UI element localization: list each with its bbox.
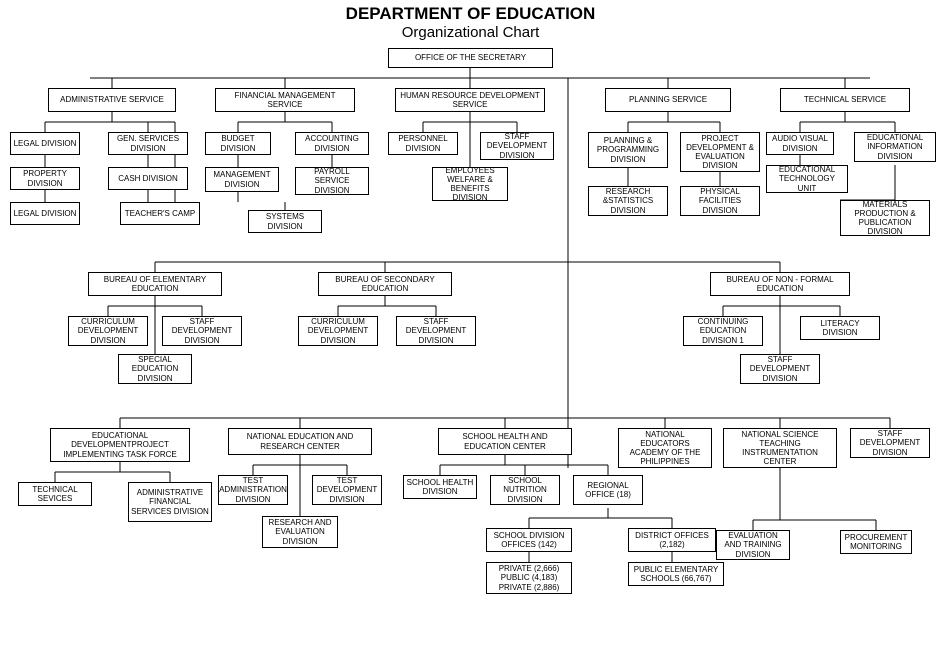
educational-tech: EDUCATIONAL TECHNOLOGY UNIT	[766, 165, 848, 193]
bureau-elementary: BUREAU OF ELEMENTARY EDUCATION	[88, 272, 222, 296]
continuing-education: CONTINUING EDUCATION DIVISION 1	[683, 316, 763, 346]
payroll-division: PAYROLL SERVICE DIVISION	[295, 167, 369, 195]
school-health-center: SCHOOL HEALTH AND EDUCATION CENTER	[438, 428, 572, 455]
materials-prod: MATERIALS PRODUCTION & PUBLICATION DIVIS…	[840, 200, 930, 236]
gen-services: GEN. SERVICES DIVISION	[108, 132, 188, 155]
staff-dev-5: STAFF DEVELOPMENT DIVISION	[850, 428, 930, 458]
research-statistics: RESEARCH &STATISTICS DIVISION	[588, 186, 668, 216]
technical-service: TECHNICAL SERVICE	[780, 88, 910, 112]
district-offices: DISTRICT OFFICES (2,182)	[628, 528, 716, 552]
special-education: SPECIAL EDUCATION DIVISION	[118, 354, 192, 384]
staff-dev-3: STAFF DEVELOPMENT DIVISION	[396, 316, 476, 346]
audio-visual: AUDIO VISUAL DIVISION	[766, 132, 834, 155]
employees-welfare: EMPLOYEES WELFARE & BENEFITS DIVISION	[432, 167, 508, 201]
test-admin: TEST ADMINISTRATION DIVISION	[218, 475, 288, 505]
property-division: PROPERTY DIVISION	[10, 167, 80, 190]
cash-division: CASH DIVISION	[108, 167, 188, 190]
test-dev: TEST DEVELOPMENT DIVISION	[312, 475, 382, 505]
physical-facilities: PHYSICAL FACILITIES DIVISION	[680, 186, 760, 216]
accounting-division: ACCOUNTING DIVISION	[295, 132, 369, 155]
admin-service: ADMINISTRATIVE SERVICE	[48, 88, 176, 112]
literacy-division: LITERACY DIVISION	[800, 316, 880, 340]
educational-info: EDUCATIONAL INFORMATION DIVISION	[854, 132, 936, 162]
research-eval: RESEARCH AND EVALUATION DIVISION	[262, 516, 338, 548]
nat-edu-research: NATIONAL EDUCATION AND RESEARCH CENTER	[228, 428, 372, 455]
title-line1: DEPARTMENT OF EDUCATION	[0, 4, 941, 24]
school-nutrition: SCHOOL NUTRITION DIVISION	[490, 475, 560, 505]
curriculum-dev-2: CURRICULUM DEVELOPMENT DIVISION	[298, 316, 378, 346]
bureau-nonformal: BUREAU OF NON - FORMAL EDUCATION	[710, 272, 850, 296]
office-of-secretary: OFFICE OF THE SECRETARY	[388, 48, 553, 68]
technical-services-2: TECHNICAL SEVICES	[18, 482, 92, 506]
edu-dev-project: EDUCATIONAL DEVELOPMENTPROJECT IMPLEMENT…	[50, 428, 190, 462]
management-division: MANAGEMENT DIVISION	[205, 167, 279, 192]
bureau-secondary: BUREAU OF SECONDARY EDUCATION	[318, 272, 452, 296]
planning-programming: PLANNING & PROGRAMMING DIVISION	[588, 132, 668, 168]
staff-dev-1: STAFF DEVELOPMENT DIVISION	[480, 132, 554, 160]
school-health-division: SCHOOL HEALTH DIVISION	[403, 475, 477, 499]
staff-dev-4: STAFF DEVELOPMENT DIVISION	[740, 354, 820, 384]
staff-dev-2: STAFF DEVELOPMENT DIVISION	[162, 316, 242, 346]
project-dev-eval: PROJECT DEVELOPMENT & EVALUATION DIVISIO…	[680, 132, 760, 172]
eval-training: EVALUATION AND TRAINING DIVISION	[716, 530, 790, 560]
admin-financial-services: ADMINISTRATIVE FINANCIAL SERVICES DIVISI…	[128, 482, 212, 522]
legal-division-2: LEGAL DIVISION	[10, 202, 80, 225]
procurement-monitoring: PROCUREMENT MONITORING	[840, 530, 912, 554]
public-elementary: PUBLIC ELEMENTARY SCHOOLS (66,767)	[628, 562, 724, 586]
budget-division: BUDGET DIVISION	[205, 132, 271, 155]
financial-mgmt: FINANCIAL MANAGEMENT SERVICE	[215, 88, 355, 112]
nat-science-center: NATIONAL SCIENCE TEACHING INSTRUMENTATIO…	[723, 428, 837, 468]
nat-educators-academy: NATIONAL EDUCATORS ACADEMY OF THE PHILIP…	[618, 428, 712, 468]
school-division-offices: SCHOOL DIVISION OFFICES (142)	[486, 528, 572, 552]
hr-dev-service: HUMAN RESOURCE DEVELOPMENT SERVICE	[395, 88, 545, 112]
systems-division: SYSTEMS DIVISION	[248, 210, 322, 233]
personnel-division: PERSONNEL DIVISION	[388, 132, 458, 155]
regional-office: REGIONAL OFFICE (18)	[573, 475, 643, 505]
private-public-schools: PRIVATE (2,666) PUBLIC (4,183) PRIVATE (…	[486, 562, 572, 594]
legal-division-1: LEGAL DIVISION	[10, 132, 80, 155]
planning-service: PLANNING SERVICE	[605, 88, 731, 112]
teachers-camp: TEACHER'S CAMP	[120, 202, 200, 225]
curriculum-dev-1: CURRICULUM DEVELOPMENT DIVISION	[68, 316, 148, 346]
title-line2: Organizational Chart	[0, 24, 941, 41]
